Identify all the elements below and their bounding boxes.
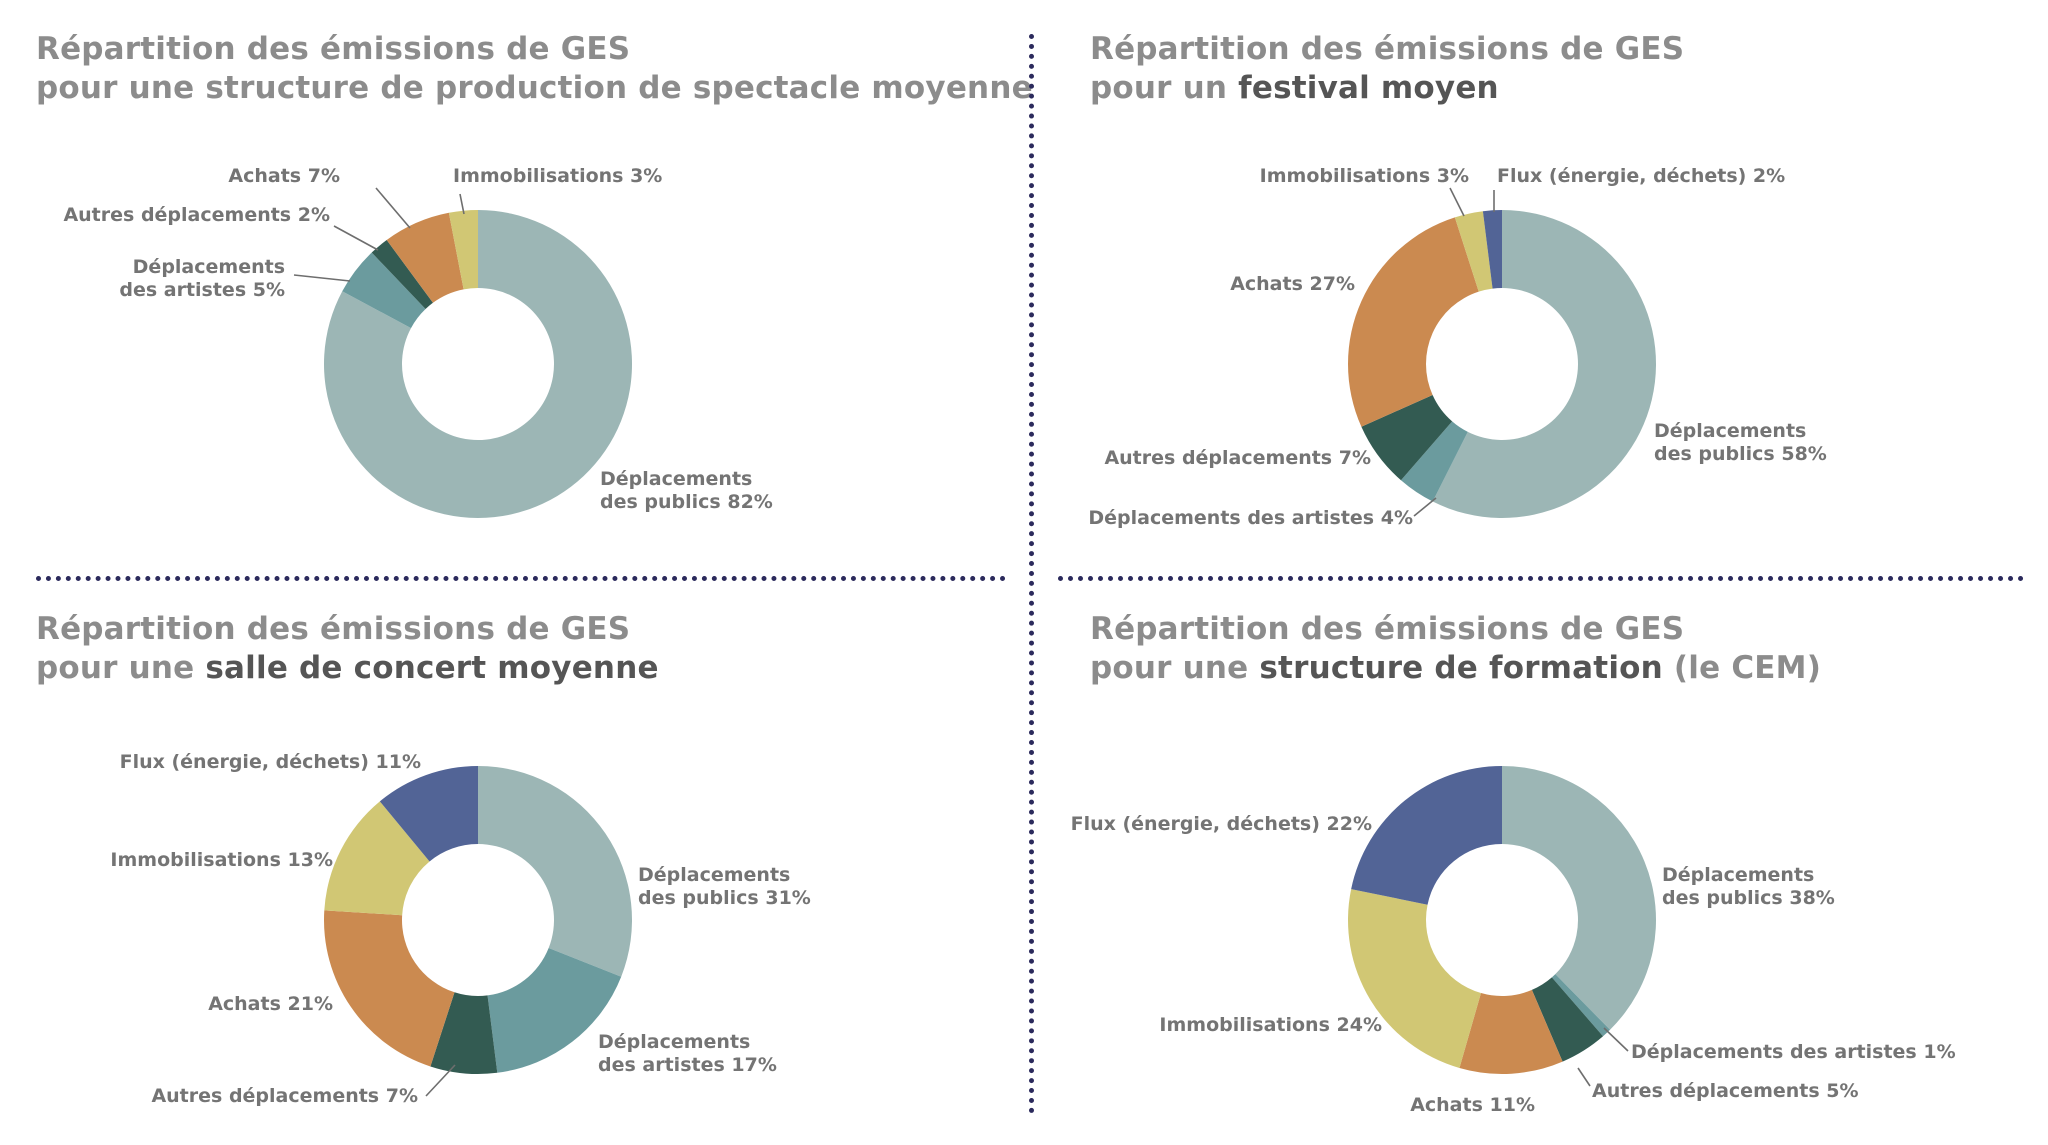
slice-label-flux-energie-dechets: Flux (énergie, déchets) 2%	[1497, 165, 1785, 187]
slice-label-deplacements-des-artistes: Déplacements des artistes 4%	[1088, 507, 1413, 529]
donut-chart-festival: Déplacements des publics 58% Déplacements …	[1088, 165, 1827, 529]
leader-line-deplacements-des-artistes	[293, 274, 351, 282]
slice-immobilisations	[448, 210, 478, 290]
chart-title: Répartition des émissions de GES pour un…	[36, 610, 659, 688]
title-line-2: pour une structure de formation (le CEM)	[1090, 649, 1821, 688]
slice-label-achats: Achats 27%	[1230, 273, 1355, 295]
slice-label-achats: Achats 11%	[1410, 1094, 1535, 1116]
slice-label-deplacements-des-publics: Déplacements des publics 58%	[1654, 420, 1827, 465]
slice-achats	[1459, 989, 1563, 1074]
chart-panel-festival: Répartition des émissions de GES pour un…	[1024, 0, 2048, 565]
slice-deplacements-des-artistes	[1400, 421, 1468, 502]
slice-achats	[1348, 217, 1479, 427]
title-line-1: Répartition des émissions de GES	[1090, 31, 1685, 67]
leader-line-immobilisations	[1449, 187, 1465, 217]
slice-autres-deplacements	[430, 992, 498, 1075]
slice-autres-deplacements	[1531, 977, 1604, 1062]
leader-line-autres-deplacements	[1577, 1067, 1591, 1087]
title-line-1: Répartition des émissions de GES	[36, 31, 631, 67]
title-line-2: pour une structure de production de spec…	[36, 69, 1033, 108]
chart-panel-training: Répartition des émissions de GES pour un…	[1024, 580, 2048, 1145]
slice-deplacements-des-publics	[1432, 210, 1657, 518]
slice-immobilisations	[324, 801, 430, 916]
title-prefix: pour un	[1090, 70, 1239, 106]
title-emphasis: structure de formation	[1259, 650, 1663, 686]
donut-chart-training: Déplacements des publics 38% Déplacements …	[1071, 766, 1956, 1116]
slice-deplacements-des-artistes	[342, 252, 426, 329]
slice-label-achats: Achats 7%	[228, 165, 340, 187]
slice-immobilisations	[1348, 889, 1481, 1068]
slice-label-autres-deplacements: Autres déplacements 7%	[151, 1085, 418, 1107]
title-prefix: pour une	[36, 650, 206, 686]
slice-deplacements-des-artistes	[1551, 974, 1611, 1037]
leader-line-achats	[375, 187, 411, 229]
leader-line-autres-deplacements	[333, 225, 379, 251]
slice-label-autres-deplacements: Autres déplacements 7%	[1104, 447, 1371, 469]
leader-line-autres-deplacements	[425, 1064, 456, 1097]
slice-deplacements-des-artistes	[487, 947, 622, 1073]
slice-deplacements-des-publics	[478, 766, 633, 977]
slice-label-deplacements-des-publics: Déplacements des publics 31%	[638, 864, 811, 909]
slice-flux-energie-dechets	[379, 766, 478, 862]
donut-chart-production: Déplacements des publics 82% Déplacements d…	[63, 165, 773, 518]
slice-immobilisations	[1454, 211, 1493, 292]
slice-autres-deplacements	[1361, 394, 1453, 481]
title-prefix: pour une structure de production de spec…	[36, 70, 1033, 106]
slice-label-autres-deplacements: Autres déplacements 5%	[1592, 1080, 1859, 1102]
slice-label-flux-energie-dechets: Flux (énergie, déchets) 22%	[1071, 813, 1372, 835]
slice-flux-energie-dechets	[1482, 210, 1502, 289]
title-emphasis: festival moyen	[1238, 70, 1499, 106]
leader-line-immobilisations	[459, 193, 465, 215]
slice-flux-energie-dechets	[1351, 766, 1502, 905]
slice-label-immobilisations: Immobilisations 3%	[453, 165, 662, 187]
title-line-2: pour un festival moyen	[1090, 69, 1684, 108]
slice-label-deplacements-des-artistes: Déplacements des artistes 17%	[598, 1031, 777, 1076]
title-emphasis: salle de concert moyenne	[205, 650, 659, 686]
leader-line-deplacements-des-artistes	[1413, 497, 1437, 517]
slice-autres-deplacements	[371, 239, 433, 309]
slice-label-deplacements-des-publics: Déplacements des publics 82%	[600, 468, 773, 513]
title-prefix: pour une	[1090, 650, 1260, 686]
donut-chart-concert-hall: Déplacements des publics 31% Déplacements d…	[110, 751, 811, 1107]
slice-deplacements-des-publics	[324, 209, 633, 518]
title-line-1: Répartition des émissions de GES	[1090, 611, 1685, 647]
title-line-2: pour une salle de concert moyenne	[36, 649, 659, 688]
slice-achats	[386, 212, 464, 303]
slice-label-autres-deplacements: Autres déplacements 2%	[63, 204, 330, 226]
slice-label-flux-energie-dechets: Flux (énergie, déchets) 11%	[120, 751, 421, 773]
title-line-1: Répartition des émissions de GES	[36, 611, 631, 647]
slice-label-deplacements-des-publics: Déplacements des publics 38%	[1662, 864, 1835, 909]
vertical-divider	[1029, 34, 1034, 1114]
title-suffix: (le CEM)	[1662, 650, 1822, 686]
chart-title: Répartition des émissions de GES pour un…	[1090, 610, 1821, 688]
chart-panel-production: Répartition des émissions de GES pour un…	[0, 0, 1033, 565]
slice-label-immobilisations: Immobilisations 13%	[110, 849, 333, 871]
horizontal-divider-right	[1058, 576, 2024, 581]
leader-line-deplacements-des-artistes	[1603, 1027, 1629, 1052]
slice-label-achats: Achats 21%	[208, 993, 333, 1015]
slice-deplacements-des-publics	[1502, 766, 1656, 1030]
slice-label-deplacements-des-artistes: Déplacements des artistes 1%	[1631, 1041, 1956, 1063]
horizontal-divider-left	[36, 576, 1006, 581]
slice-label-deplacements-des-artistes: Déplacements des artistes 5%	[119, 256, 285, 301]
slice-achats	[323, 910, 455, 1067]
chart-title: Répartition des émissions de GES pour un…	[1090, 30, 1684, 108]
chart-title: Répartition des émissions de GES pour un…	[36, 30, 1033, 108]
chart-panel-concert-hall: Répartition des émissions de GES pour un…	[0, 580, 1024, 1145]
slice-label-immobilisations: Immobilisations 24%	[1159, 1014, 1382, 1036]
slice-label-immobilisations: Immobilisations 3%	[1260, 165, 1469, 187]
